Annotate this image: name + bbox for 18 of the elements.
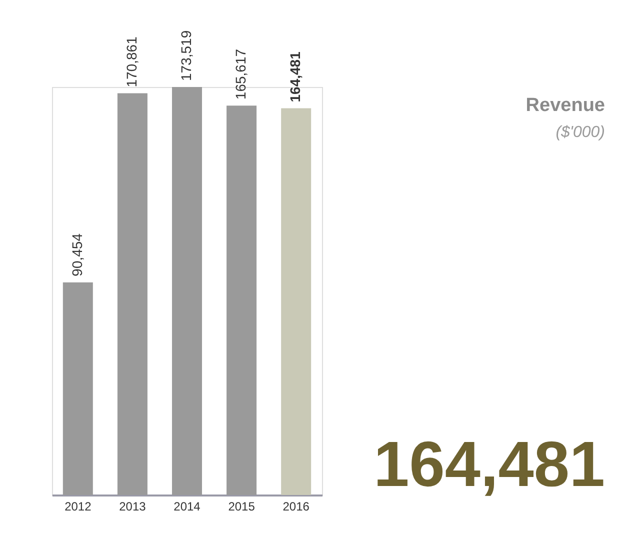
- x-tick-label: 2013: [119, 500, 146, 514]
- bar: [117, 93, 148, 495]
- text: 164,481: [374, 428, 605, 500]
- data-label: 90,454: [68, 233, 85, 276]
- x-tick-label: 2014: [174, 500, 201, 514]
- bar: [62, 282, 93, 495]
- text: Revenue: [526, 95, 605, 116]
- x-tick-label: 2016: [282, 500, 310, 514]
- bar: [226, 106, 257, 495]
- data-label: 164,481: [287, 51, 304, 102]
- text: ($'000): [556, 124, 605, 141]
- bar: [172, 87, 202, 495]
- bar: [281, 108, 312, 495]
- data-label: 165,617: [232, 48, 249, 100]
- data-label: 170,861: [123, 36, 140, 88]
- x-tick-label: 2012: [64, 500, 92, 514]
- data-label: 173,519: [178, 30, 194, 81]
- x-tick-label: 2015: [228, 500, 256, 514]
